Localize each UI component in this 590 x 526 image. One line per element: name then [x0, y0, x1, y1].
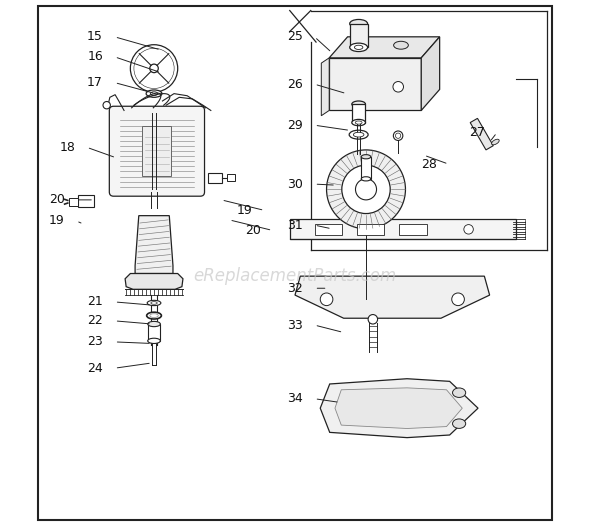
Ellipse shape [150, 92, 158, 96]
FancyBboxPatch shape [109, 106, 205, 196]
Ellipse shape [350, 19, 368, 28]
Ellipse shape [453, 419, 466, 428]
Circle shape [342, 165, 390, 214]
Ellipse shape [491, 139, 499, 145]
Circle shape [320, 293, 333, 306]
Text: 31: 31 [287, 219, 303, 231]
Ellipse shape [147, 300, 161, 306]
Ellipse shape [103, 102, 110, 109]
Polygon shape [125, 274, 183, 289]
Text: 19: 19 [49, 215, 65, 227]
Polygon shape [421, 37, 440, 110]
Text: 25: 25 [287, 31, 303, 43]
Text: 20: 20 [245, 224, 261, 237]
Text: 21: 21 [87, 296, 103, 308]
Ellipse shape [394, 41, 408, 49]
Text: eReplacementParts.com: eReplacementParts.com [194, 267, 396, 285]
Circle shape [356, 179, 376, 200]
Polygon shape [322, 58, 329, 116]
Ellipse shape [148, 338, 160, 343]
Ellipse shape [352, 101, 365, 107]
Text: 23: 23 [87, 336, 103, 348]
Text: 17: 17 [87, 76, 103, 89]
Circle shape [393, 82, 404, 92]
Ellipse shape [151, 302, 157, 304]
Polygon shape [335, 388, 463, 429]
Bar [69, 198, 78, 206]
Text: 33: 33 [287, 319, 303, 331]
Ellipse shape [350, 43, 368, 52]
Bar [361, 157, 371, 179]
Ellipse shape [453, 388, 466, 398]
Polygon shape [295, 276, 490, 318]
Ellipse shape [150, 313, 158, 318]
Bar [350, 24, 368, 47]
Bar [352, 104, 365, 123]
Ellipse shape [355, 45, 363, 49]
Ellipse shape [349, 130, 368, 139]
Text: 34: 34 [287, 392, 303, 405]
Bar [357, 224, 385, 235]
Bar [208, 173, 222, 183]
Bar [290, 219, 516, 239]
Ellipse shape [148, 321, 160, 327]
Text: 28: 28 [421, 158, 437, 170]
Text: 22: 22 [87, 315, 103, 327]
Text: 29: 29 [287, 119, 303, 132]
Circle shape [130, 45, 178, 92]
Circle shape [464, 225, 473, 234]
Text: 26: 26 [287, 78, 303, 90]
Ellipse shape [353, 132, 364, 137]
Polygon shape [329, 37, 440, 58]
Text: 16: 16 [87, 50, 103, 63]
Bar [470, 118, 493, 150]
Text: 15: 15 [87, 31, 103, 43]
Text: 30: 30 [287, 178, 303, 190]
Ellipse shape [352, 119, 365, 126]
Bar [78, 195, 94, 207]
Text: 20: 20 [49, 194, 65, 206]
Bar [315, 224, 342, 235]
Ellipse shape [146, 90, 162, 97]
Ellipse shape [368, 315, 378, 324]
Text: 24: 24 [87, 362, 103, 375]
Ellipse shape [147, 312, 162, 319]
Polygon shape [320, 379, 478, 438]
Text: 27: 27 [470, 126, 486, 139]
Polygon shape [329, 58, 421, 110]
Ellipse shape [361, 155, 371, 159]
Text: 32: 32 [287, 282, 303, 295]
Ellipse shape [394, 131, 403, 140]
Circle shape [452, 293, 464, 306]
Ellipse shape [395, 133, 401, 138]
Ellipse shape [355, 121, 362, 124]
Text: 18: 18 [59, 141, 75, 154]
Bar [148, 324, 160, 341]
Bar [399, 224, 427, 235]
Circle shape [150, 64, 158, 73]
Polygon shape [290, 11, 550, 508]
Circle shape [326, 150, 405, 229]
Ellipse shape [361, 177, 371, 181]
Bar [227, 174, 234, 181]
Polygon shape [135, 216, 173, 274]
Bar [142, 126, 171, 176]
Text: 19: 19 [237, 204, 253, 217]
